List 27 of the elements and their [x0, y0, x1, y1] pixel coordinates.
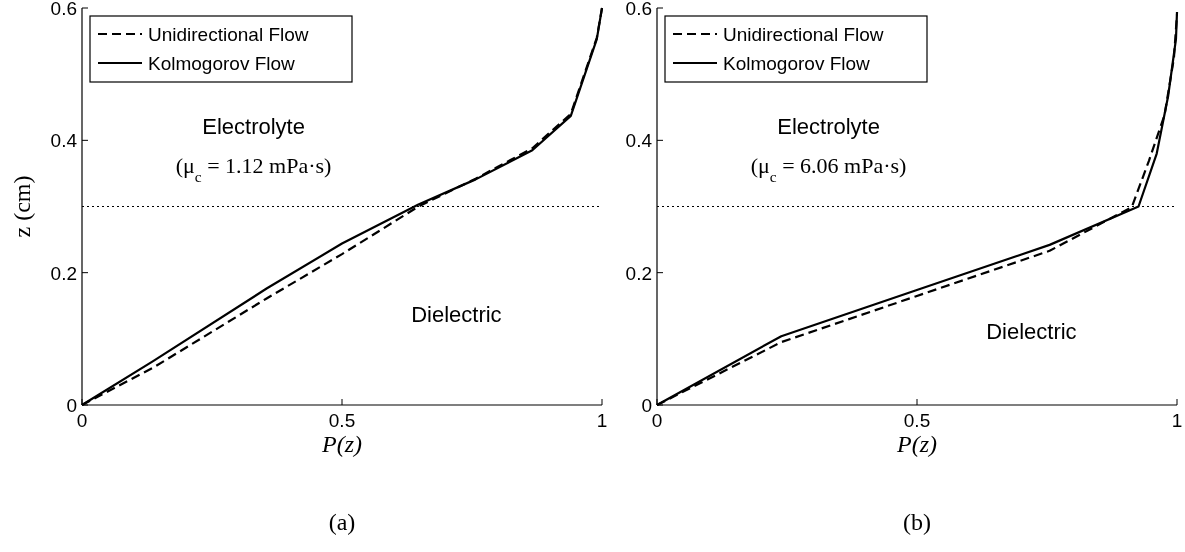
text: (a)	[328, 509, 356, 535]
legend-label: Kolmogorov Flow	[148, 53, 296, 74]
y-axis-title: z (cm)	[9, 175, 35, 238]
y-tick-label: 0.6	[625, 0, 652, 19]
annotation: Electrolyte	[777, 113, 880, 139]
x-tick-label: 1	[1171, 410, 1183, 431]
annotation: (μ$_{c}$ = 1.12 mPa·s)	[175, 153, 332, 185]
legend-label: Unidirectional Flow	[148, 24, 309, 45]
y-tick-label: 0.4	[625, 130, 653, 152]
text: (b)	[903, 509, 931, 535]
x-axis-title: P(z)	[321, 431, 362, 457]
x-axis-title: P(z)	[896, 431, 937, 457]
y-tick-label: 0.4	[50, 130, 78, 152]
x-tick-label: 1	[596, 410, 608, 431]
annotation: Dielectric	[986, 318, 1077, 344]
y-tick-label: 0	[66, 395, 77, 416]
y-tick-label: 0.2	[50, 262, 77, 284]
legend-label: Unidirectional Flow	[723, 24, 884, 45]
y-tick-label: 0	[641, 395, 652, 416]
x-tick-label: 0.5	[328, 410, 356, 431]
annotation: Electrolyte	[202, 113, 305, 139]
legend-label: Kolmogorov Flow	[723, 53, 871, 74]
annotation: Dielectric	[411, 302, 502, 328]
y-tick-label: 0.2	[625, 262, 652, 284]
y-tick-label: 0.6	[50, 0, 77, 19]
annotation: (μ$_{c}$ = 6.06 mPa·s)	[750, 153, 907, 185]
x-tick-label: 0.5	[903, 410, 931, 431]
